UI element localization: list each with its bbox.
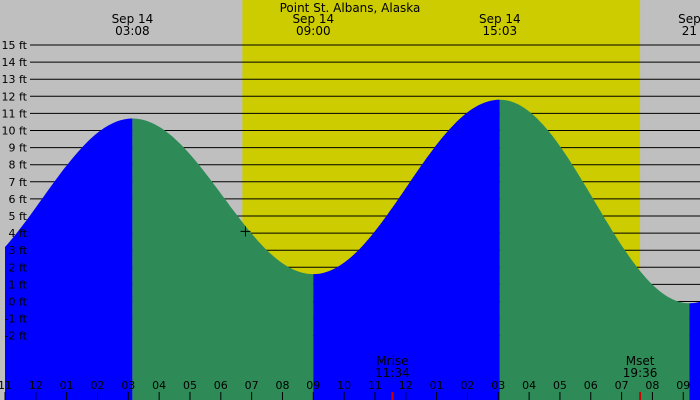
y-tick-label: 3 ft	[9, 244, 28, 257]
y-tick-label: 15 ft	[2, 39, 28, 52]
y-tick-label: 10 ft	[2, 125, 28, 138]
x-tick-label: 06	[584, 379, 598, 392]
x-tick-label: 01	[60, 379, 74, 392]
current-marker	[240, 226, 251, 237]
x-tick-label: 02	[90, 379, 104, 392]
y-tick-label: 5 ft	[9, 210, 28, 223]
moon-event-time: 11:34	[375, 366, 410, 380]
y-tick-label: 6 ft	[9, 193, 28, 206]
y-tick-label: -1 ft	[5, 313, 28, 326]
y-tick-label: 12 ft	[2, 90, 28, 103]
extremum-time: 03:08	[115, 24, 150, 38]
x-tick-label: 10	[337, 379, 351, 392]
moon-event-label: Mset	[626, 354, 655, 368]
chart-title: Point St. Albans, Alaska	[280, 1, 421, 15]
y-tick-label: 13 ft	[2, 73, 28, 86]
extremum-date: Sep	[678, 12, 700, 26]
y-tick-label: 8 ft	[9, 159, 28, 172]
y-tick-label: 4 ft	[9, 227, 28, 240]
y-tick-label: 2 ft	[9, 261, 28, 274]
x-tick-label: 03	[491, 379, 505, 392]
y-tick-label: 0 ft	[9, 296, 28, 309]
x-tick-label: 09	[676, 379, 690, 392]
extremum-time: 09:00	[296, 24, 331, 38]
x-tick-label: 02	[460, 379, 474, 392]
x-tick-label: 01	[430, 379, 444, 392]
moon-event-label: Mrise	[376, 354, 408, 368]
x-tick-label: 04	[152, 379, 166, 392]
x-tick-label: 08	[645, 379, 659, 392]
y-tick-label: 11 ft	[2, 107, 28, 120]
x-tick-label: 06	[214, 379, 228, 392]
x-tick-label: 09	[306, 379, 320, 392]
extremum-date: Sep 14	[112, 12, 154, 26]
extremum-time: 21	[682, 24, 697, 38]
x-tick-label: 07	[245, 379, 259, 392]
moon-event-time: 19:36	[623, 366, 658, 380]
x-tick-label: 08	[275, 379, 289, 392]
x-tick-label: 12	[29, 379, 43, 392]
x-tick-label: 05	[553, 379, 567, 392]
y-tick-label: 9 ft	[9, 142, 28, 155]
x-tick-label: 11	[0, 379, 12, 392]
extremum-date: Sep 14	[292, 12, 334, 26]
rising-tide-area	[689, 301, 700, 400]
rising-tide-area	[5, 118, 133, 400]
extremum-date: Sep 14	[479, 12, 521, 26]
y-tick-label: -2 ft	[5, 330, 28, 343]
x-tick-label: 03	[121, 379, 135, 392]
rising-tide-area	[313, 99, 500, 400]
falling-tide-area	[499, 99, 690, 400]
x-tick-label: 11	[368, 379, 382, 392]
y-tick-label: 7 ft	[9, 176, 28, 189]
x-tick-label: 04	[522, 379, 536, 392]
x-axis-labels: 11 12 01 02 03 04 05 06 07 08 09 10 11 12 01 02 03 04 05 06…	[0, 379, 690, 400]
x-tick-label: 07	[615, 379, 629, 392]
tide-areas	[5, 99, 700, 400]
y-tick-label: 1 ft	[9, 278, 28, 291]
y-tick-label: 14 ft	[2, 56, 28, 69]
extremum-time: 15:03	[483, 24, 518, 38]
y-axis-labels: 15 ft 14 ft 13 ft 12 ft 11 ft 10 ft 9 ft 8 ft 7 …	[2, 39, 28, 343]
x-tick-label: 05	[183, 379, 197, 392]
x-tick-label: 12	[399, 379, 413, 392]
falling-tide-area	[132, 118, 314, 400]
